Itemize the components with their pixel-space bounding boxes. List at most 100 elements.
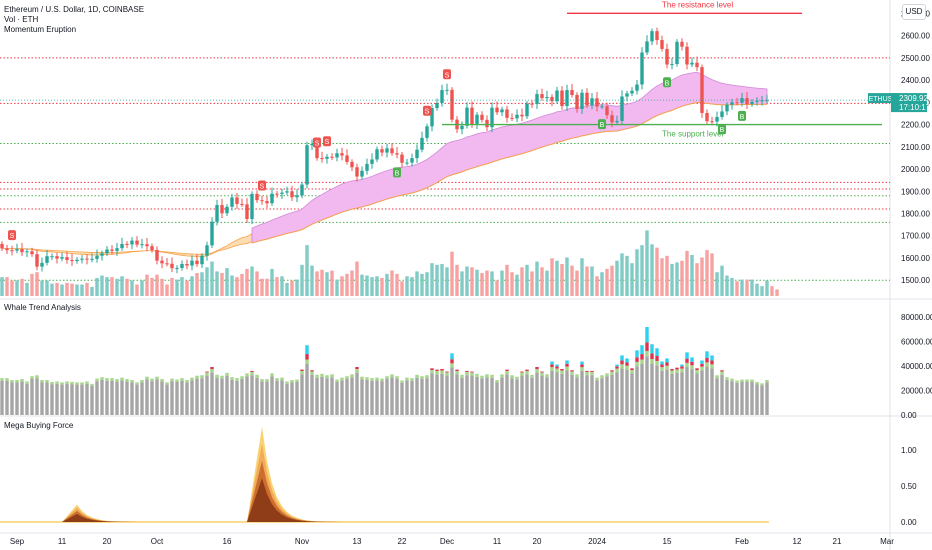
whale-bar-base [755,384,759,415]
whale-bar-red [680,366,684,369]
whale-bar-green [450,363,454,368]
candle [295,189,299,203]
whale-bar-green [725,377,729,380]
volume-bar [610,265,614,296]
candle [160,256,164,269]
whale-bar [730,378,734,415]
candle [560,86,564,110]
candle [120,237,124,251]
volume-bar [160,278,164,296]
volume-bar [185,280,189,296]
whale-bar-red [610,370,614,372]
volume-legend[interactable]: Vol · ETH [4,15,39,24]
whale-bar [525,369,529,415]
whale-bar-base [135,384,139,415]
volume-bar [465,266,469,296]
candle-body [495,107,499,113]
whale-bar [700,360,704,415]
candle-body [410,158,414,163]
candle [30,247,34,257]
candle [175,265,179,274]
candle [615,115,619,125]
buy-signal-text: B [740,114,745,121]
whale-bar [430,368,434,415]
candle [90,253,94,263]
volume-bar [35,272,39,296]
candle [375,146,379,163]
whale-bar-green [315,374,319,378]
whale-bar-base [295,382,299,415]
whale-bar-cyan [635,350,639,358]
volume-bar [290,280,294,296]
whale-bar-base [195,378,199,415]
whale-bar-base [360,379,364,415]
sell-signal-badge [323,136,331,147]
candle-body [465,107,469,126]
volume-bar [670,264,674,296]
candle [190,255,194,271]
whale-bar [735,380,739,415]
whale-bar-green [275,378,279,381]
whale-bar-red [665,362,669,366]
whale-bar-red [250,370,254,372]
whale-bar-base [240,379,244,415]
candle-body [700,67,704,113]
whale-bar [280,377,284,415]
volume-bar [30,273,34,296]
candle-body [115,248,119,251]
whale-bar-green [645,350,649,357]
time-axis-tick: 11 [58,537,67,546]
whale-bar-green [225,372,229,377]
volume-bar [190,276,194,296]
candle-body [585,92,589,106]
momentum-legend[interactable]: Momentum Eruption [4,25,77,34]
whale-bar-base [425,378,429,415]
candle [720,105,724,120]
whale-bar-base [290,382,294,415]
whale-bar-base [560,373,564,415]
whale-bar [110,378,114,415]
whale-bar-base [735,382,739,415]
whale-bar-green [405,377,409,381]
whale-bar-green [695,370,699,374]
candle-body [460,125,464,130]
symbol-legend[interactable]: Ethereum / U.S. Dollar, 1D, COINBASE [4,5,145,14]
whale-bar-base [455,374,459,415]
candle-body [200,255,204,265]
whale-bar-green [745,379,749,382]
candle [25,248,29,258]
candle [460,121,464,135]
sell-signal-text: S [425,109,430,116]
whale-bar-green [460,374,464,378]
whale-bar-green [535,369,539,373]
whale-bar-base [260,381,264,415]
whale-bar-base [440,373,444,415]
whale-bar [105,378,109,415]
volume-bar [605,268,609,296]
whale-bar-base [35,378,39,415]
candle-body [225,206,229,214]
candle [325,154,329,164]
candle [450,87,454,123]
volume-bar [350,270,354,296]
candle [535,89,539,109]
volume-bar [645,230,649,296]
mega-legend[interactable]: Mega Buying Force [4,421,74,430]
volume-bar [510,272,514,296]
volume-bar [615,260,619,296]
whale-bar-green [55,381,59,384]
whale-bar-green [205,372,209,376]
whale-bar-red [445,371,449,373]
whale-legend[interactable]: Whale Trend Analysis [4,303,81,312]
time-axis-tick: 22 [398,537,407,546]
volume-bar [420,273,424,296]
currency-button[interactable]: USD [902,4,926,20]
whale-bar-green [325,375,329,379]
whale-bar-red [630,368,634,371]
candle [750,99,754,107]
candle-body [30,251,34,255]
whale-bar-red [635,357,639,362]
candle [625,90,629,102]
